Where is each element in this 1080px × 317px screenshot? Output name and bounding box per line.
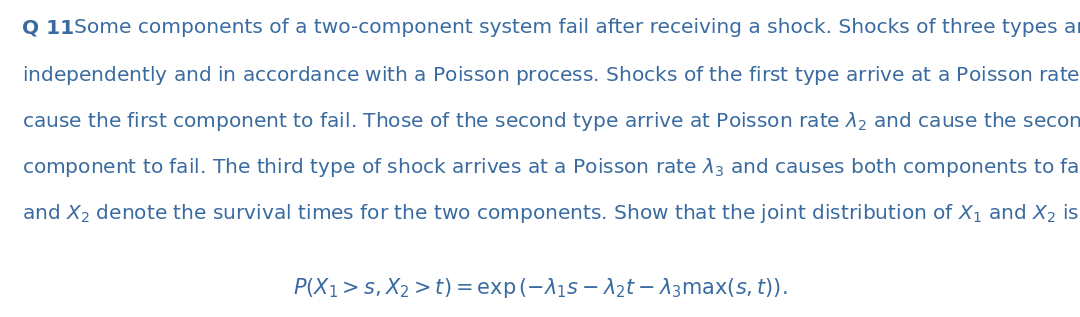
Text: $P(X_1 > s, X_2 > t) = \exp\left(-\lambda_1 s - \lambda_2 t - \lambda_3 \max\lef: $P(X_1 > s, X_2 > t) = \exp\left(-\lambd… [293, 275, 787, 300]
Text: independently and in accordance with a Poisson process. Shocks of the first type: independently and in accordance with a P… [22, 64, 1080, 87]
Text: Some components of a two-component system fail after receiving a shock. Shocks o: Some components of a two-component syste… [75, 18, 1080, 37]
Text: cause the first component to fail. Those of the second type arrive at Poisson ra: cause the first component to fail. Those… [22, 110, 1080, 133]
Text: Q 11: Q 11 [22, 18, 75, 37]
Text: component to fail. The third type of shock arrives at a Poisson rate $\lambda_3$: component to fail. The third type of sho… [22, 156, 1080, 179]
Text: and $X_2$ denote the survival times for the two components. Show that the joint : and $X_2$ denote the survival times for … [22, 202, 1080, 225]
